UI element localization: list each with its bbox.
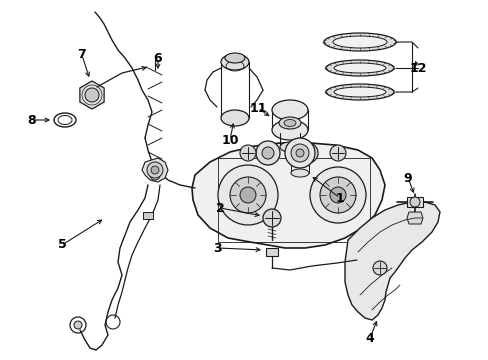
Circle shape xyxy=(147,162,163,178)
Ellipse shape xyxy=(290,169,308,177)
Text: 12: 12 xyxy=(408,62,426,75)
Text: 4: 4 xyxy=(365,332,374,345)
Circle shape xyxy=(329,145,346,161)
Polygon shape xyxy=(142,158,168,182)
Circle shape xyxy=(256,141,280,165)
Circle shape xyxy=(240,187,256,203)
Circle shape xyxy=(218,165,278,225)
Bar xyxy=(265,248,278,256)
Ellipse shape xyxy=(325,60,393,76)
Circle shape xyxy=(319,177,355,213)
Circle shape xyxy=(85,88,99,102)
Circle shape xyxy=(329,187,346,203)
Text: 3: 3 xyxy=(213,242,222,255)
Ellipse shape xyxy=(284,120,295,126)
Circle shape xyxy=(229,177,265,213)
Text: 9: 9 xyxy=(403,171,411,184)
Circle shape xyxy=(295,149,304,157)
Circle shape xyxy=(297,143,317,163)
Ellipse shape xyxy=(332,36,386,48)
Ellipse shape xyxy=(271,120,307,140)
Text: 5: 5 xyxy=(58,238,66,252)
Text: 8: 8 xyxy=(28,113,36,126)
Circle shape xyxy=(240,145,256,161)
Text: 2: 2 xyxy=(215,202,224,215)
Circle shape xyxy=(303,148,312,158)
Circle shape xyxy=(74,321,82,329)
Bar xyxy=(406,197,422,207)
Ellipse shape xyxy=(324,33,395,51)
Text: 1: 1 xyxy=(335,192,344,204)
Text: 11: 11 xyxy=(249,102,266,114)
Polygon shape xyxy=(345,202,439,320)
Circle shape xyxy=(263,209,281,227)
Polygon shape xyxy=(192,143,384,248)
Text: 10: 10 xyxy=(221,134,238,147)
Circle shape xyxy=(309,167,365,223)
Circle shape xyxy=(285,138,314,168)
Ellipse shape xyxy=(224,53,244,63)
Ellipse shape xyxy=(333,87,385,97)
Polygon shape xyxy=(80,81,104,109)
Ellipse shape xyxy=(325,84,393,100)
Ellipse shape xyxy=(279,117,301,129)
Circle shape xyxy=(409,197,419,207)
Ellipse shape xyxy=(221,54,248,70)
Circle shape xyxy=(290,144,308,162)
Ellipse shape xyxy=(280,142,299,152)
Text: 6: 6 xyxy=(153,51,162,64)
Circle shape xyxy=(372,261,386,275)
Polygon shape xyxy=(406,212,422,224)
Bar xyxy=(142,212,153,219)
Circle shape xyxy=(262,147,273,159)
Ellipse shape xyxy=(333,63,385,73)
Text: 7: 7 xyxy=(78,49,86,62)
Circle shape xyxy=(151,166,159,174)
Ellipse shape xyxy=(271,100,307,120)
Ellipse shape xyxy=(221,110,248,126)
